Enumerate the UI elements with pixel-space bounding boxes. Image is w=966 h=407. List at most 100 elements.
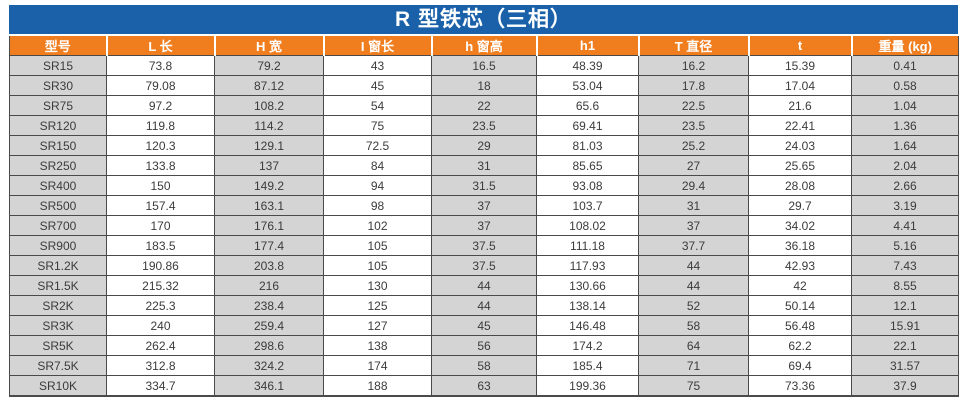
value-cell: 58 [431, 355, 537, 376]
value-cell: 127 [323, 315, 432, 336]
value-cell: 4.41 [851, 215, 959, 236]
value-cell: 18 [431, 75, 537, 96]
value-cell: 75 [638, 375, 749, 397]
table-row: SR900 183.5 177.4 105 37.5 111.18 37.7 36.18 5.1… [9, 235, 959, 256]
column-header-2: H 宽 [213, 36, 325, 56]
value-cell: 138 [323, 335, 432, 356]
value-cell: 31.57 [851, 355, 959, 376]
table-row: SR1.2K 190.86 203.8 105 37.5 117.93 44 42.93 7.4… [9, 255, 959, 276]
value-cell: 105 [323, 235, 432, 256]
value-cell: 27 [638, 155, 749, 176]
value-cell: 15.39 [748, 55, 852, 76]
value-cell: 102 [323, 215, 432, 236]
value-cell: 37.9 [851, 375, 959, 397]
value-cell: 87.12 [214, 75, 324, 96]
model-cell: SR150 [9, 135, 107, 156]
model-cell: SR120 [9, 115, 107, 136]
value-cell: 17.8 [638, 75, 749, 96]
value-cell: 133.8 [106, 155, 215, 176]
column-header-4: h 窗高 [430, 36, 538, 56]
value-cell: 81.03 [536, 135, 639, 156]
value-cell: 29.4 [638, 175, 749, 196]
value-cell: 157.4 [106, 195, 215, 216]
value-cell: 93.08 [536, 175, 639, 196]
value-cell: 2.04 [851, 155, 959, 176]
value-cell: 97.2 [106, 95, 215, 116]
value-cell: 37.5 [431, 235, 537, 256]
value-cell: 65.6 [536, 95, 639, 116]
value-cell: 240 [106, 315, 215, 336]
value-cell: 170 [106, 215, 215, 236]
value-cell: 203.8 [214, 255, 324, 276]
table-row: SR15 73.8 79.2 43 16.5 48.39 16.2 15.39 0.41 [9, 55, 959, 76]
table-row: SR500 157.4 163.1 98 37 103.7 31 29.7 3.19 [9, 195, 959, 216]
value-cell: 262.4 [106, 335, 215, 356]
value-cell: 16.2 [638, 55, 749, 76]
value-cell: 7.43 [851, 255, 959, 276]
value-cell: 238.4 [214, 295, 324, 316]
model-cell: SR1.2K [9, 255, 107, 276]
value-cell: 3.19 [851, 195, 959, 216]
value-cell: 43 [323, 55, 432, 76]
column-header-5: h1 [535, 36, 640, 56]
value-cell: 44 [431, 275, 537, 296]
value-cell: 346.1 [214, 375, 324, 397]
value-cell: 63 [431, 375, 537, 397]
value-cell: 259.4 [214, 315, 324, 336]
value-cell: 75 [323, 115, 432, 136]
model-cell: SR7.5K [9, 355, 107, 376]
value-cell: 37.7 [638, 235, 749, 256]
value-cell: 150 [106, 175, 215, 196]
value-cell: 1.04 [851, 95, 959, 116]
column-header-7: t [747, 36, 853, 56]
value-cell: 37 [431, 215, 537, 236]
value-cell: 85.65 [536, 155, 639, 176]
value-cell: 36.18 [748, 235, 852, 256]
value-cell: 56 [431, 335, 537, 356]
value-cell: 334.7 [106, 375, 215, 397]
value-cell: 44 [431, 295, 537, 316]
value-cell: 21.6 [748, 95, 852, 116]
value-cell: 84 [323, 155, 432, 176]
model-cell: SR15 [9, 55, 107, 76]
value-cell: 114.2 [214, 115, 324, 136]
value-cell: 103.7 [536, 195, 639, 216]
value-cell: 137 [214, 155, 324, 176]
value-cell: 0.41 [851, 55, 959, 76]
value-cell: 28.08 [748, 175, 852, 196]
value-cell: 119.8 [106, 115, 215, 136]
value-cell: 5.16 [851, 235, 959, 256]
value-cell: 215.32 [106, 275, 215, 296]
value-cell: 1.36 [851, 115, 959, 136]
value-cell: 45 [323, 75, 432, 96]
value-cell: 73.8 [106, 55, 215, 76]
value-cell: 129.1 [214, 135, 324, 156]
value-cell: 1.64 [851, 135, 959, 156]
value-cell: 177.4 [214, 235, 324, 256]
model-cell: SR400 [9, 175, 107, 196]
value-cell: 62.2 [748, 335, 852, 356]
table-title: R 型铁芯（三相） [9, 5, 958, 34]
value-cell: 31.5 [431, 175, 537, 196]
table-row: SR120 119.8 114.2 75 23.5 69.41 23.5 22.41 1.36 [9, 115, 959, 136]
column-header-1: L 长 [105, 36, 216, 56]
value-cell: 37.5 [431, 255, 537, 276]
value-cell: 149.2 [214, 175, 324, 196]
table-row: SR3K 240 259.4 127 45 146.48 58 56.48 15.91 [9, 315, 959, 336]
value-cell: 69.41 [536, 115, 639, 136]
model-cell: SR250 [9, 155, 107, 176]
column-header-6: T 直径 [637, 36, 750, 56]
value-cell: 22.5 [638, 95, 749, 116]
value-cell: 12.1 [851, 295, 959, 316]
value-cell: 22 [431, 95, 537, 116]
model-cell: SR30 [9, 75, 107, 96]
table-row: SR30 79.08 87.12 45 18 53.04 17.8 17.04 0.58 [9, 75, 959, 96]
table-row: SR2K 225.3 238.4 125 44 138.14 52 50.14 12.1 [9, 295, 959, 316]
value-cell: 2.66 [851, 175, 959, 196]
value-cell: 23.5 [638, 115, 749, 136]
value-cell: 8.55 [851, 275, 959, 296]
model-cell: SR700 [9, 215, 107, 236]
value-cell: 56.48 [748, 315, 852, 336]
value-cell: 73.36 [748, 375, 852, 397]
value-cell: 25.65 [748, 155, 852, 176]
